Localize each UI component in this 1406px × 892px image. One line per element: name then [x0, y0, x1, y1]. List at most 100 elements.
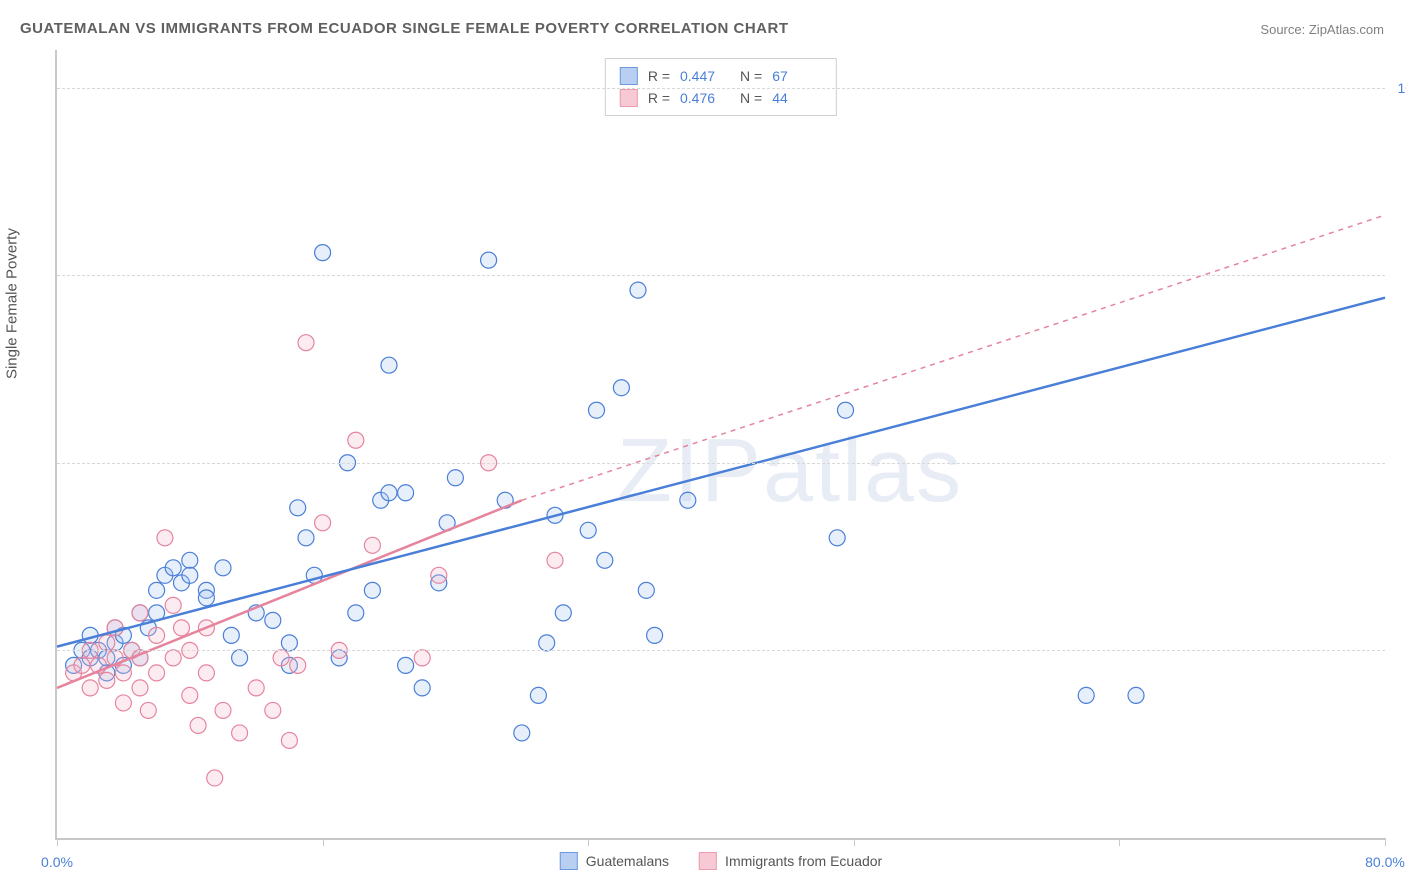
- data-point: [364, 537, 380, 553]
- data-point: [829, 530, 845, 546]
- gridline-horizontal: [57, 650, 1385, 651]
- data-point: [74, 657, 90, 673]
- gridline-horizontal: [57, 463, 1385, 464]
- data-point: [613, 380, 629, 396]
- data-point: [1128, 687, 1144, 703]
- trend-line: [57, 298, 1385, 647]
- chart-container: GUATEMALAN VS IMMIGRANTS FROM ECUADOR SI…: [0, 0, 1406, 892]
- data-point: [223, 627, 239, 643]
- data-point: [232, 650, 248, 666]
- scatter-svg: [57, 50, 1385, 838]
- data-point: [207, 770, 223, 786]
- data-point: [182, 567, 198, 583]
- data-point: [539, 635, 555, 651]
- data-point: [215, 702, 231, 718]
- data-point: [381, 357, 397, 373]
- legend-series: Guatemalans Immigrants from Ecuador: [560, 852, 882, 870]
- y-tick-label: 100.0%: [1398, 80, 1406, 96]
- data-point: [298, 530, 314, 546]
- data-point: [165, 650, 181, 666]
- legend-label-ecuador: Immigrants from Ecuador: [725, 853, 882, 869]
- data-point: [547, 552, 563, 568]
- x-tick-mark: [323, 838, 324, 846]
- data-point: [174, 620, 190, 636]
- data-point: [530, 687, 546, 703]
- data-point: [140, 702, 156, 718]
- data-point: [431, 567, 447, 583]
- data-point: [190, 717, 206, 733]
- data-point: [149, 627, 165, 643]
- data-point: [265, 612, 281, 628]
- data-point: [555, 605, 571, 621]
- gridline-horizontal: [57, 275, 1385, 276]
- x-tick-mark: [588, 838, 589, 846]
- data-point: [315, 515, 331, 531]
- data-point: [315, 245, 331, 261]
- data-point: [481, 252, 497, 268]
- data-point: [298, 335, 314, 351]
- data-point: [248, 680, 264, 696]
- data-point: [99, 635, 115, 651]
- data-point: [82, 680, 98, 696]
- data-point: [630, 282, 646, 298]
- data-point: [638, 582, 654, 598]
- data-point: [398, 485, 414, 501]
- data-point: [680, 492, 696, 508]
- data-point: [838, 402, 854, 418]
- legend-item-ecuador: Immigrants from Ecuador: [699, 852, 882, 870]
- data-point: [290, 500, 306, 516]
- data-point: [149, 582, 165, 598]
- swatch-ecuador-icon: [699, 852, 717, 870]
- source-credit: Source: ZipAtlas.com: [1260, 22, 1384, 37]
- y-axis-label: Single Female Poverty: [4, 228, 21, 379]
- data-point: [381, 485, 397, 501]
- legend-label-guatemalans: Guatemalans: [586, 853, 669, 869]
- data-point: [1078, 687, 1094, 703]
- data-point: [398, 657, 414, 673]
- data-point: [580, 522, 596, 538]
- data-point: [115, 665, 131, 681]
- trend-line: [522, 215, 1385, 500]
- data-point: [182, 552, 198, 568]
- data-point: [198, 590, 214, 606]
- data-point: [281, 635, 297, 651]
- data-point: [514, 725, 530, 741]
- data-point: [348, 605, 364, 621]
- data-point: [157, 530, 173, 546]
- data-point: [273, 650, 289, 666]
- data-point: [165, 597, 181, 613]
- data-point: [290, 657, 306, 673]
- gridline-horizontal: [57, 88, 1385, 89]
- data-point: [165, 560, 181, 576]
- data-point: [265, 702, 281, 718]
- chart-title: GUATEMALAN VS IMMIGRANTS FROM ECUADOR SI…: [20, 20, 789, 37]
- data-point: [589, 402, 605, 418]
- data-point: [99, 672, 115, 688]
- plot-area: ZIPatlas R = 0.447 N = 67 R = 0.476 N = …: [55, 50, 1385, 840]
- x-tick-label: 0.0%: [41, 854, 73, 870]
- data-point: [115, 695, 131, 711]
- data-point: [132, 680, 148, 696]
- data-point: [132, 605, 148, 621]
- swatch-guatemalans-icon: [560, 852, 578, 870]
- x-tick-mark: [1119, 838, 1120, 846]
- data-point: [364, 582, 380, 598]
- data-point: [215, 560, 231, 576]
- data-point: [348, 432, 364, 448]
- data-point: [597, 552, 613, 568]
- data-point: [198, 665, 214, 681]
- data-point: [647, 627, 663, 643]
- data-point: [232, 725, 248, 741]
- source-name: ZipAtlas.com: [1309, 22, 1384, 37]
- source-label: Source:: [1260, 22, 1305, 37]
- x-tick-mark: [57, 838, 58, 846]
- data-point: [447, 470, 463, 486]
- data-point: [414, 680, 430, 696]
- x-tick-label: 80.0%: [1365, 854, 1405, 870]
- data-point: [414, 650, 430, 666]
- data-point: [149, 665, 165, 681]
- x-tick-mark: [854, 838, 855, 846]
- data-point: [182, 687, 198, 703]
- x-tick-mark: [1385, 838, 1386, 846]
- data-point: [281, 732, 297, 748]
